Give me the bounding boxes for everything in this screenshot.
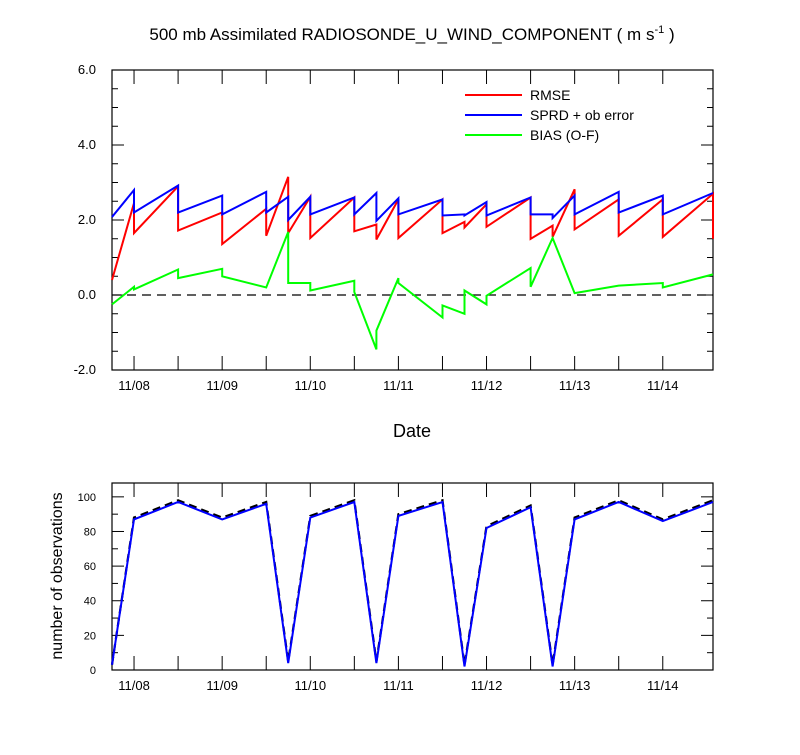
series-line-obs-black-dashed bbox=[110, 498, 714, 665]
series-line-bias-o-f- bbox=[111, 231, 714, 350]
legend-label: SPRD + ob error bbox=[530, 107, 634, 123]
x-axis-label: Date bbox=[393, 421, 431, 441]
x-tick-label: 11/09 bbox=[206, 378, 238, 393]
plot-frame bbox=[111, 482, 714, 671]
y-axis-label: number of observations bbox=[49, 492, 66, 659]
y-tick-label: 40 bbox=[84, 596, 96, 608]
legend: RMSE SPRD + ob error BIAS (O-F) bbox=[465, 87, 634, 143]
x-tick-label: 11/10 bbox=[294, 678, 326, 693]
y-tick-label: 60 bbox=[84, 561, 96, 573]
legend-label: BIAS (O-F) bbox=[530, 127, 599, 143]
y-tick-label: 0 bbox=[90, 665, 96, 677]
y-tick-label: 2.0 bbox=[78, 212, 96, 227]
top-panel: 11/08 11/09 11/10 11/11 11/12 11/13 11/14 -2.0 0… bbox=[74, 62, 714, 393]
x-tick-label: 11/11 bbox=[383, 378, 414, 393]
series-line-rmse bbox=[111, 176, 714, 281]
y-tick-label: -2.0 bbox=[74, 362, 96, 377]
series-line-sprd-ob-error bbox=[111, 183, 714, 224]
x-tick-label: 11/10 bbox=[294, 378, 326, 393]
y-tick-label: 100 bbox=[78, 492, 96, 504]
y-tick-label: 80 bbox=[84, 526, 96, 538]
x-tick-label: 11/09 bbox=[206, 678, 238, 693]
chart-title: 500 mb Assimilated RADIOSONDE_U_WIND_COM… bbox=[149, 24, 674, 44]
y-tick-label: 4.0 bbox=[78, 137, 96, 152]
legend-label: RMSE bbox=[530, 87, 570, 103]
y-tick-label: 0.0 bbox=[78, 287, 96, 302]
x-tick-label: 11/14 bbox=[647, 678, 679, 693]
x-tick-label: 11/08 bbox=[118, 678, 150, 693]
x-tick-label: 11/12 bbox=[471, 378, 503, 393]
bottom-panel: 11/08 11/09 11/10 11/11 11/12 11/13 11/14 0 20 40… bbox=[78, 482, 714, 693]
series-line-obs-blue bbox=[111, 500, 714, 667]
x-tick-label: 11/13 bbox=[559, 678, 591, 693]
y-tick-label: 20 bbox=[84, 630, 96, 642]
x-tick-label: 11/11 bbox=[383, 678, 414, 693]
x-tick-label: 11/08 bbox=[118, 378, 150, 393]
y-tick-label: 6.0 bbox=[78, 62, 96, 77]
x-tick-label: 11/13 bbox=[559, 378, 591, 393]
x-tick-label: 11/14 bbox=[647, 378, 679, 393]
x-tick-label: 11/12 bbox=[471, 678, 503, 693]
